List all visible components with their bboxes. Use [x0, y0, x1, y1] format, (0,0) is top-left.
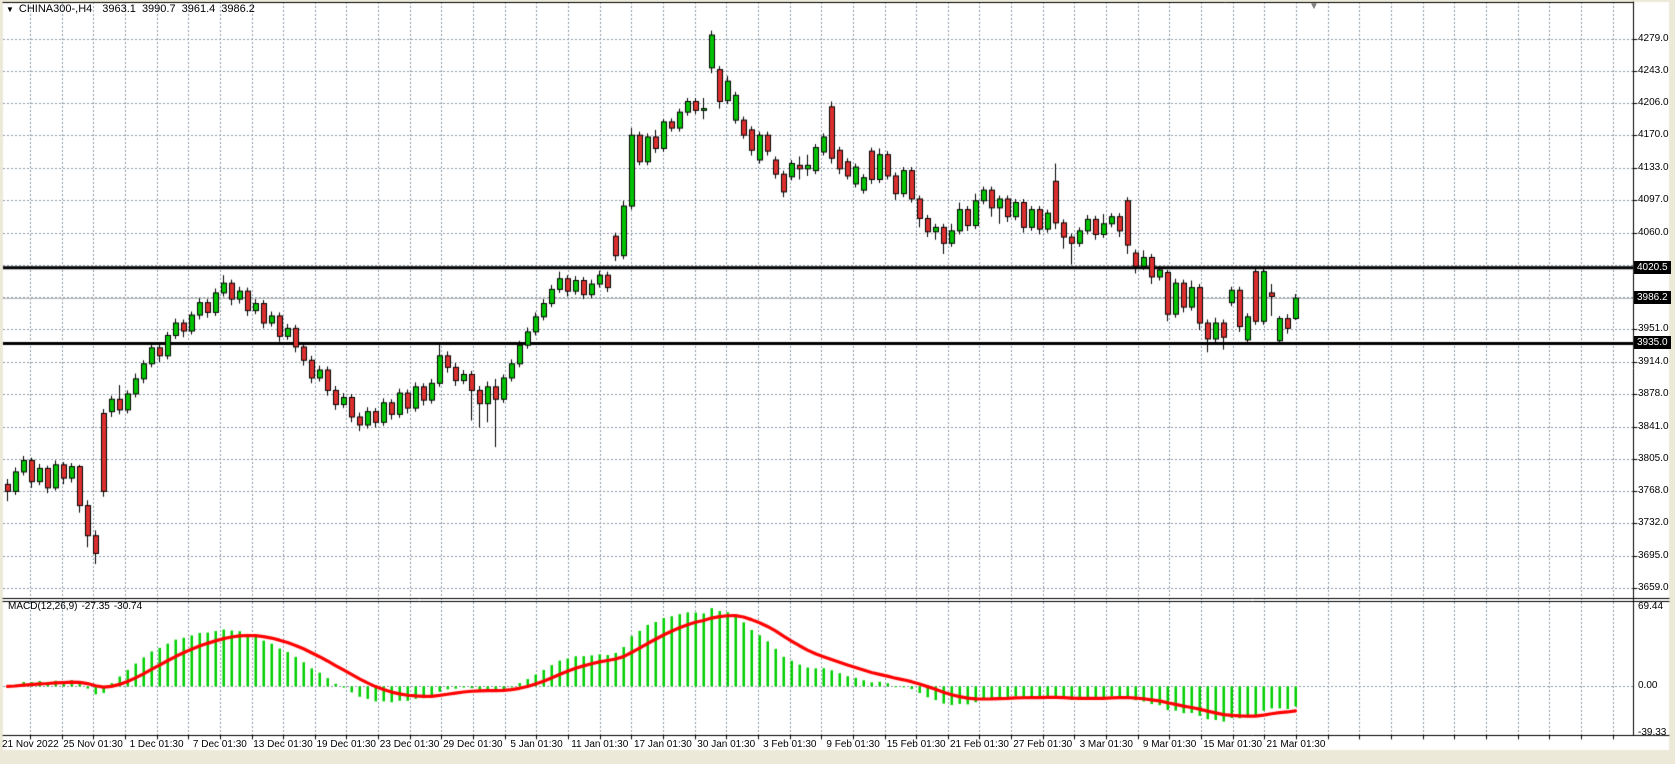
price-tick-label: 4060.0 — [1638, 226, 1669, 238]
price-tick-label: 3878.0 — [1638, 387, 1669, 399]
hline-price-tag: 3935.0 — [1634, 336, 1671, 350]
price-tick-label: 4133.0 — [1638, 161, 1669, 173]
time-tick-label: 9 Mar 01:30 — [1142, 739, 1197, 750]
price-tick-label: 3914.0 — [1638, 356, 1669, 368]
time-tick-label: 17 Jan 01:30 — [634, 739, 692, 750]
time-tick-label: 3 Feb 01:30 — [763, 739, 817, 750]
time-tick-label: 5 Jan 01:30 — [510, 739, 563, 750]
price-tick-label: 3732.0 — [1638, 517, 1669, 529]
price-tick-label: 4243.0 — [1638, 64, 1669, 76]
price-tick-label: 3659.0 — [1638, 582, 1669, 593]
time-tick-label: 11 Jan 01:30 — [571, 739, 629, 750]
bid-price-tag: 3986.2 — [1634, 291, 1671, 305]
macd-name: MACD(12,26,9) — [8, 601, 78, 612]
time-tick-label: 19 Dec 01:30 — [316, 739, 377, 750]
price-tick-label: 4279.0 — [1638, 32, 1669, 44]
ohlc-high-value: 3990.7 — [141, 3, 176, 15]
price-tick-label: 4206.0 — [1638, 97, 1669, 109]
ohlc-close-value: 3986.2 — [221, 3, 255, 15]
symbol-period-label: CHINA300-,H4 — [18, 3, 93, 15]
hline-price-tag: 4020.5 — [1634, 260, 1671, 274]
price-tick-label: 3695.0 — [1638, 550, 1669, 562]
time-tick-label: 25 Nov 01:30 — [63, 739, 123, 750]
time-tick-label: 15 Feb 01:30 — [886, 739, 946, 750]
time-tick-label: 21 Feb 01:30 — [950, 739, 1009, 750]
price-tick-label: 3841.0 — [1638, 420, 1669, 432]
time-tick-label: 21 Nov 2022 — [2, 739, 59, 750]
macd-main-value: -27.35 — [81, 601, 110, 612]
price-tick-label: 4170.0 — [1638, 129, 1669, 141]
time-tick-label: 15 Mar 01:30 — [1203, 739, 1263, 750]
time-tick-label: 30 Jan 01:30 — [697, 739, 756, 750]
time-tick-label: 13 Dec 01:30 — [253, 739, 313, 750]
time-tick-label: 27 Feb 01:30 — [1013, 739, 1073, 750]
price-tick-label: 3951.0 — [1638, 323, 1669, 335]
chart-title-overlay: ▼ CHINA300-,H4 3963.1 3990.7 3961.4 3986.2 — [6, 3, 261, 15]
time-tick-label: 7 Dec 01:30 — [192, 739, 247, 750]
time-tick-label: 3 Mar 01:30 — [1079, 739, 1133, 750]
price-tick-label: 3805.0 — [1638, 452, 1669, 464]
ohlc-open-value: 3963.1 — [102, 3, 136, 15]
ohlc-low-value: 3961.4 — [181, 3, 216, 15]
price-tick-label: 3768.0 — [1638, 485, 1669, 497]
macd-axis-bottom-label: -39.33 — [1638, 727, 1667, 738]
symbol-dropdown-icon[interactable]: ▼ — [6, 5, 14, 14]
time-tick-label: 23 Dec 01:30 — [379, 739, 440, 750]
time-tick-label: 29 Dec 01:30 — [443, 739, 503, 750]
time-tick-label: 9 Feb 01:30 — [826, 739, 880, 750]
time-tick-label: 21 Mar 01:30 — [1266, 739, 1326, 750]
macd-axis-top-label: 69.44 — [1638, 601, 1664, 612]
macd-signal-value: -30.74 — [113, 601, 143, 612]
price-tick-label: 4097.0 — [1638, 193, 1669, 205]
chart-shift-marker-icon[interactable]: ▼ — [1309, 1, 1319, 12]
macd-indicator-label: MACD(12,26,9) -27.35 -30.74 — [8, 601, 146, 612]
macd-axis-zero-label: 0.00 — [1638, 680, 1658, 692]
time-tick-label: 1 Dec 01:30 — [129, 739, 184, 750]
